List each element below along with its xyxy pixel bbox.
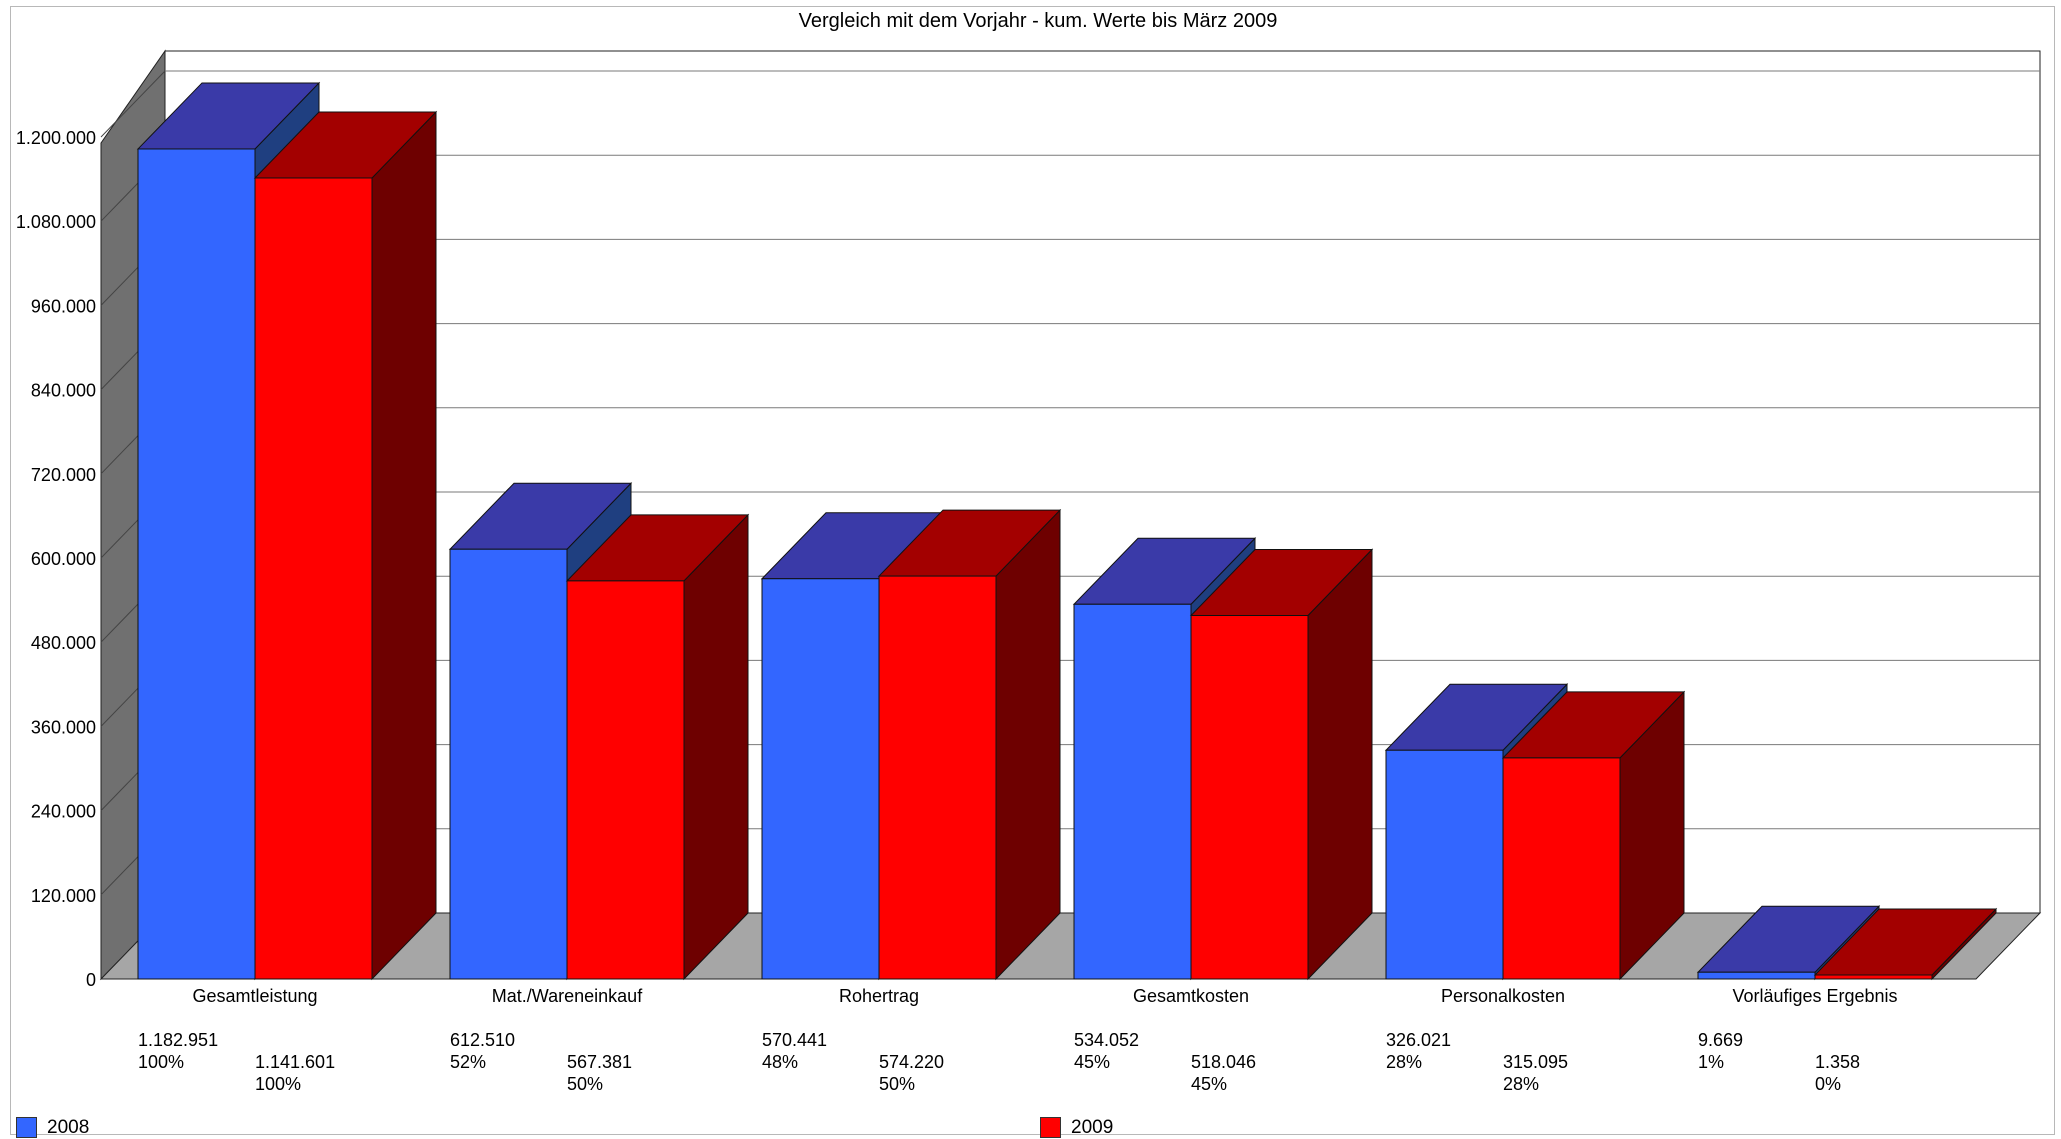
data-label-value: 534.052 bbox=[1074, 1030, 1139, 1050]
y-tick-label: 960.000 bbox=[31, 296, 96, 316]
data-label-value: 1.358 bbox=[1815, 1052, 1860, 1072]
legend-label-2009: 2009 bbox=[1071, 1117, 1114, 1138]
y-tick-label: 480.000 bbox=[31, 633, 96, 653]
y-tick-label: 120.000 bbox=[31, 886, 96, 906]
chart-title: Vergleich mit dem Vorjahr - kum. Werte b… bbox=[799, 10, 1278, 32]
data-label-value: 1.182.951 bbox=[138, 1030, 218, 1050]
chart-frame bbox=[10, 6, 2055, 1135]
x-tick-label: Rohertrag bbox=[839, 986, 919, 1006]
data-label-percent: 28% bbox=[1386, 1052, 1422, 1072]
legend-label-2008: 2008 bbox=[47, 1117, 90, 1138]
data-label-percent: 0% bbox=[1815, 1074, 1841, 1094]
bar-2009-2 bbox=[565, 513, 750, 981]
x-axis-labels: Gesamtleistung Mat./Wareneinkauf Rohertrag… bbox=[192, 986, 1897, 1006]
y-tick-label: 720.000 bbox=[31, 465, 96, 485]
legend-swatch-2008 bbox=[16, 1117, 37, 1138]
bar-side bbox=[371, 110, 437, 981]
bar-2009-4 bbox=[1189, 548, 1374, 981]
data-label-value: 567.381 bbox=[567, 1052, 632, 1072]
data-label-value: 570.441 bbox=[762, 1030, 827, 1050]
data-label-percent: 48% bbox=[762, 1052, 798, 1072]
y-tick-label: 1.080.000 bbox=[16, 212, 96, 232]
data-label-value: 326.021 bbox=[1386, 1030, 1451, 1050]
y-tick-label: 840.000 bbox=[31, 381, 96, 401]
data-label-percent: 52% bbox=[450, 1052, 486, 1072]
data-label-value: 574.220 bbox=[879, 1052, 944, 1072]
bar-side bbox=[683, 513, 749, 981]
data-label-percent: 100% bbox=[255, 1074, 301, 1094]
bar-2009-5 bbox=[1501, 690, 1686, 981]
bar-side bbox=[995, 508, 1061, 981]
bar-front bbox=[254, 177, 373, 980]
bar-front bbox=[1697, 971, 1816, 980]
bar-front bbox=[1190, 615, 1309, 980]
data-label-value: 518.046 bbox=[1191, 1052, 1256, 1072]
x-tick-label: Gesamtkosten bbox=[1133, 986, 1249, 1006]
x-tick-label: Gesamtleistung bbox=[192, 986, 317, 1006]
legend-swatch-2009 bbox=[1040, 1117, 1061, 1138]
bar-2009-6 bbox=[1813, 907, 1998, 981]
y-tick-label: 600.000 bbox=[31, 549, 96, 569]
x-tick-label: Personalkosten bbox=[1441, 986, 1565, 1006]
bar-side bbox=[1307, 548, 1373, 981]
data-label-value: 1.141.601 bbox=[255, 1052, 335, 1072]
bar-front bbox=[566, 580, 685, 980]
bar-2009-1 bbox=[253, 110, 438, 981]
bar-front bbox=[1385, 749, 1504, 980]
data-label-percent: 45% bbox=[1074, 1052, 1110, 1072]
data-label-percent: 50% bbox=[567, 1074, 603, 1094]
data-label-value: 315.095 bbox=[1503, 1052, 1568, 1072]
x-tick-label: Mat./Wareneinkauf bbox=[492, 986, 643, 1006]
gridline-side bbox=[100, 70, 166, 138]
y-tick-label: 240.000 bbox=[31, 802, 96, 822]
data-label-percent: 28% bbox=[1503, 1074, 1539, 1094]
bar-front bbox=[1814, 974, 1933, 980]
data-label-percent: 100% bbox=[138, 1052, 184, 1072]
bar-front bbox=[449, 548, 568, 980]
bar-front bbox=[761, 578, 880, 980]
data-label-percent: 1% bbox=[1698, 1052, 1724, 1072]
y-axis-ticks: 0 120.000 240.000 360.000 480.000 600.000 720.… bbox=[16, 128, 96, 990]
bar-front bbox=[1073, 603, 1192, 980]
y-tick-label: 360.000 bbox=[31, 717, 96, 737]
data-label-value: 9.669 bbox=[1698, 1030, 1743, 1050]
bars bbox=[136, 81, 1998, 981]
y-tick-label: 1.200.000 bbox=[16, 128, 96, 148]
bar-front bbox=[878, 575, 997, 980]
bar-front bbox=[1502, 757, 1621, 980]
bar-front bbox=[137, 148, 256, 980]
x-tick-label: Vorläufiges Ergebnis bbox=[1732, 986, 1897, 1006]
data-label-value: 612.510 bbox=[450, 1030, 515, 1050]
data-label-percent: 45% bbox=[1191, 1074, 1227, 1094]
y-tick-label: 0 bbox=[86, 970, 96, 990]
data-label-percent: 50% bbox=[879, 1074, 915, 1094]
bar-2009-3 bbox=[877, 508, 1062, 981]
